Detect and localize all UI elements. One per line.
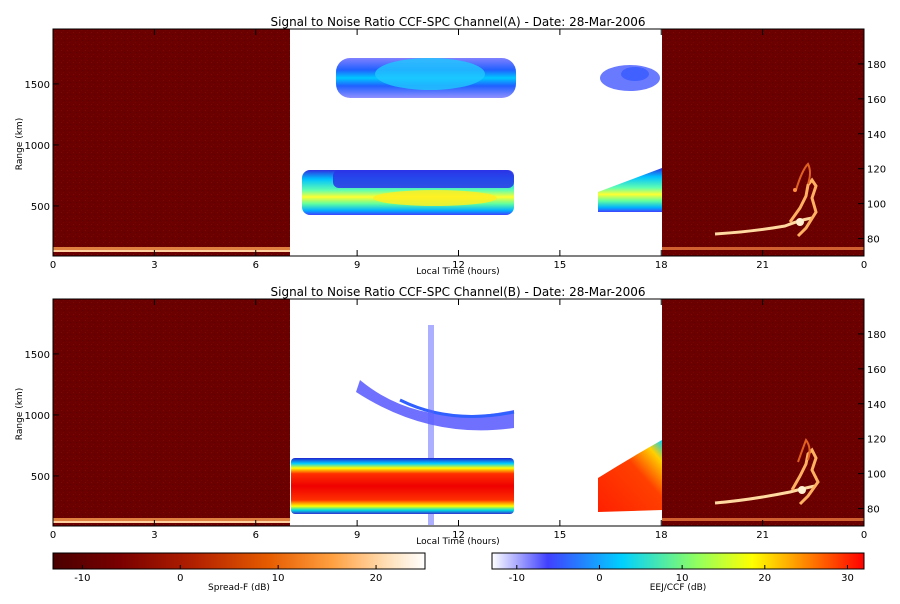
y-tick-label: 500 — [31, 202, 50, 213]
x-tick-label: 9 — [354, 260, 360, 271]
ground-echo — [53, 247, 290, 251]
x-axis-label: Local Time (hours) — [416, 537, 499, 547]
x-tick-label: 0 — [50, 260, 56, 271]
colorbar-tick-label: -10 — [74, 573, 90, 584]
spreadf-region-right — [662, 299, 864, 526]
y2-tick-label: 180 — [867, 330, 886, 341]
chart-title: Signal to Noise Ratio CCF-SPC Channel(A)… — [271, 15, 646, 29]
y2-tick-label: 120 — [867, 165, 886, 176]
y2-tick-label: 80 — [867, 505, 880, 516]
echo-lower-peak — [373, 190, 497, 206]
heatmap-area — [53, 299, 864, 526]
x-tick-label: 9 — [354, 530, 360, 541]
y2-tick-label: 140 — [867, 130, 886, 141]
y2-tick-label: 100 — [867, 200, 886, 211]
x-tick-label: 15 — [554, 530, 567, 541]
colorbar-tick-label: -10 — [509, 573, 525, 584]
echo-upper-core — [375, 58, 485, 90]
x-tick-label: 6 — [253, 530, 259, 541]
x-tick-label: 3 — [151, 530, 157, 541]
y-tick-label: 1500 — [25, 350, 50, 361]
y-tick-label: 1000 — [25, 141, 50, 152]
panel-b: Signal to Noise Ratio CCF-SPC Channel(B)… — [15, 285, 886, 547]
tick-layer: 0 3 6 9 12 15 18 21 0 500 1000 1500 80 100 120 140 160 18… — [25, 29, 886, 271]
colorbar-label: Spread-F (dB) — [208, 583, 270, 593]
y2-tick-label: 180 — [867, 60, 886, 71]
x-tick-label: 0 — [861, 530, 867, 541]
colorbar-tick-label: 10 — [272, 573, 285, 584]
x-tick-label: 18 — [655, 530, 668, 541]
colorbar-tick-label: 10 — [676, 573, 689, 584]
spreadf-region-left — [53, 29, 290, 256]
colorbar-tick-label: 0 — [596, 573, 602, 584]
spreadf-region-right — [662, 29, 864, 256]
x-tick-label: 0 — [861, 260, 867, 271]
y-axis-label: Range (km) — [15, 118, 25, 170]
colorbar-tick-label: 0 — [177, 573, 183, 584]
tick-layer: 0 3 6 9 12 15 18 21 0 500 1000 1500 80 100 120 140 160 18… — [25, 299, 886, 541]
echo-upper-right-core — [621, 67, 649, 81]
colorbar-eej: -10 0 10 20 30 EEJ/CCF (dB) — [491, 552, 865, 593]
echo-lower-right — [598, 440, 662, 512]
y2-tick-label: 160 — [867, 95, 886, 106]
x-tick-label: 21 — [756, 530, 769, 541]
ground-echo — [662, 247, 864, 250]
colorbar-spreadf: -10 0 10 20 Spread-F (dB) — [52, 552, 426, 593]
heatmap-area — [53, 29, 864, 256]
y2-tick-label: 80 — [867, 235, 880, 246]
y2-tick-label: 120 — [867, 435, 886, 446]
echo-lower-top — [333, 170, 514, 188]
echo-lower — [291, 458, 514, 514]
x-axis-label: Local Time (hours) — [416, 267, 499, 277]
ground-echo — [53, 518, 290, 522]
colorbar-gradient — [491, 552, 865, 570]
colorbar-ticks: -10 0 10 20 30 — [509, 565, 854, 584]
x-tick-label: 15 — [554, 260, 567, 271]
colorbar-tick-label: 20 — [370, 573, 383, 584]
colorbar-ticks: -10 0 10 20 — [74, 565, 382, 584]
colorbar-label: EEJ/CCF (dB) — [650, 583, 707, 593]
x-tick-label: 3 — [151, 260, 157, 271]
y-tick-label: 1500 — [25, 80, 50, 91]
x-tick-label: 6 — [253, 260, 259, 271]
ground-echo — [53, 521, 290, 523]
x-tick-label: 0 — [50, 530, 56, 541]
y2-tick-label: 160 — [867, 365, 886, 376]
y2-tick-label: 100 — [867, 470, 886, 481]
spreadf-plume — [714, 162, 818, 238]
panel-a: Signal to Noise Ratio CCF-SPC Channel(A)… — [15, 15, 886, 277]
colorbar-gradient — [52, 552, 426, 570]
spreadf-plume — [714, 437, 820, 506]
x-tick-label: 18 — [655, 260, 668, 271]
x-tick-label: 21 — [756, 260, 769, 271]
spreadf-region-left — [53, 299, 290, 526]
colorbar-tick-label: 30 — [841, 573, 854, 584]
echo-upper-core — [399, 398, 515, 418]
vertical-streak — [428, 325, 434, 525]
x-tick-label: 12 — [452, 260, 465, 271]
x-tick-label: 12 — [452, 530, 465, 541]
y-tick-label: 500 — [31, 472, 50, 483]
y2-tick-label: 140 — [867, 400, 886, 411]
ground-echo — [662, 518, 864, 521]
colorbar-tick-label: 20 — [758, 573, 771, 584]
y-axis-label: Range (km) — [15, 388, 25, 440]
ground-echo — [53, 250, 290, 252]
echo-lower-right — [598, 168, 662, 212]
chart-title: Signal to Noise Ratio CCF-SPC Channel(B)… — [271, 285, 646, 299]
y-tick-label: 1000 — [25, 411, 50, 422]
